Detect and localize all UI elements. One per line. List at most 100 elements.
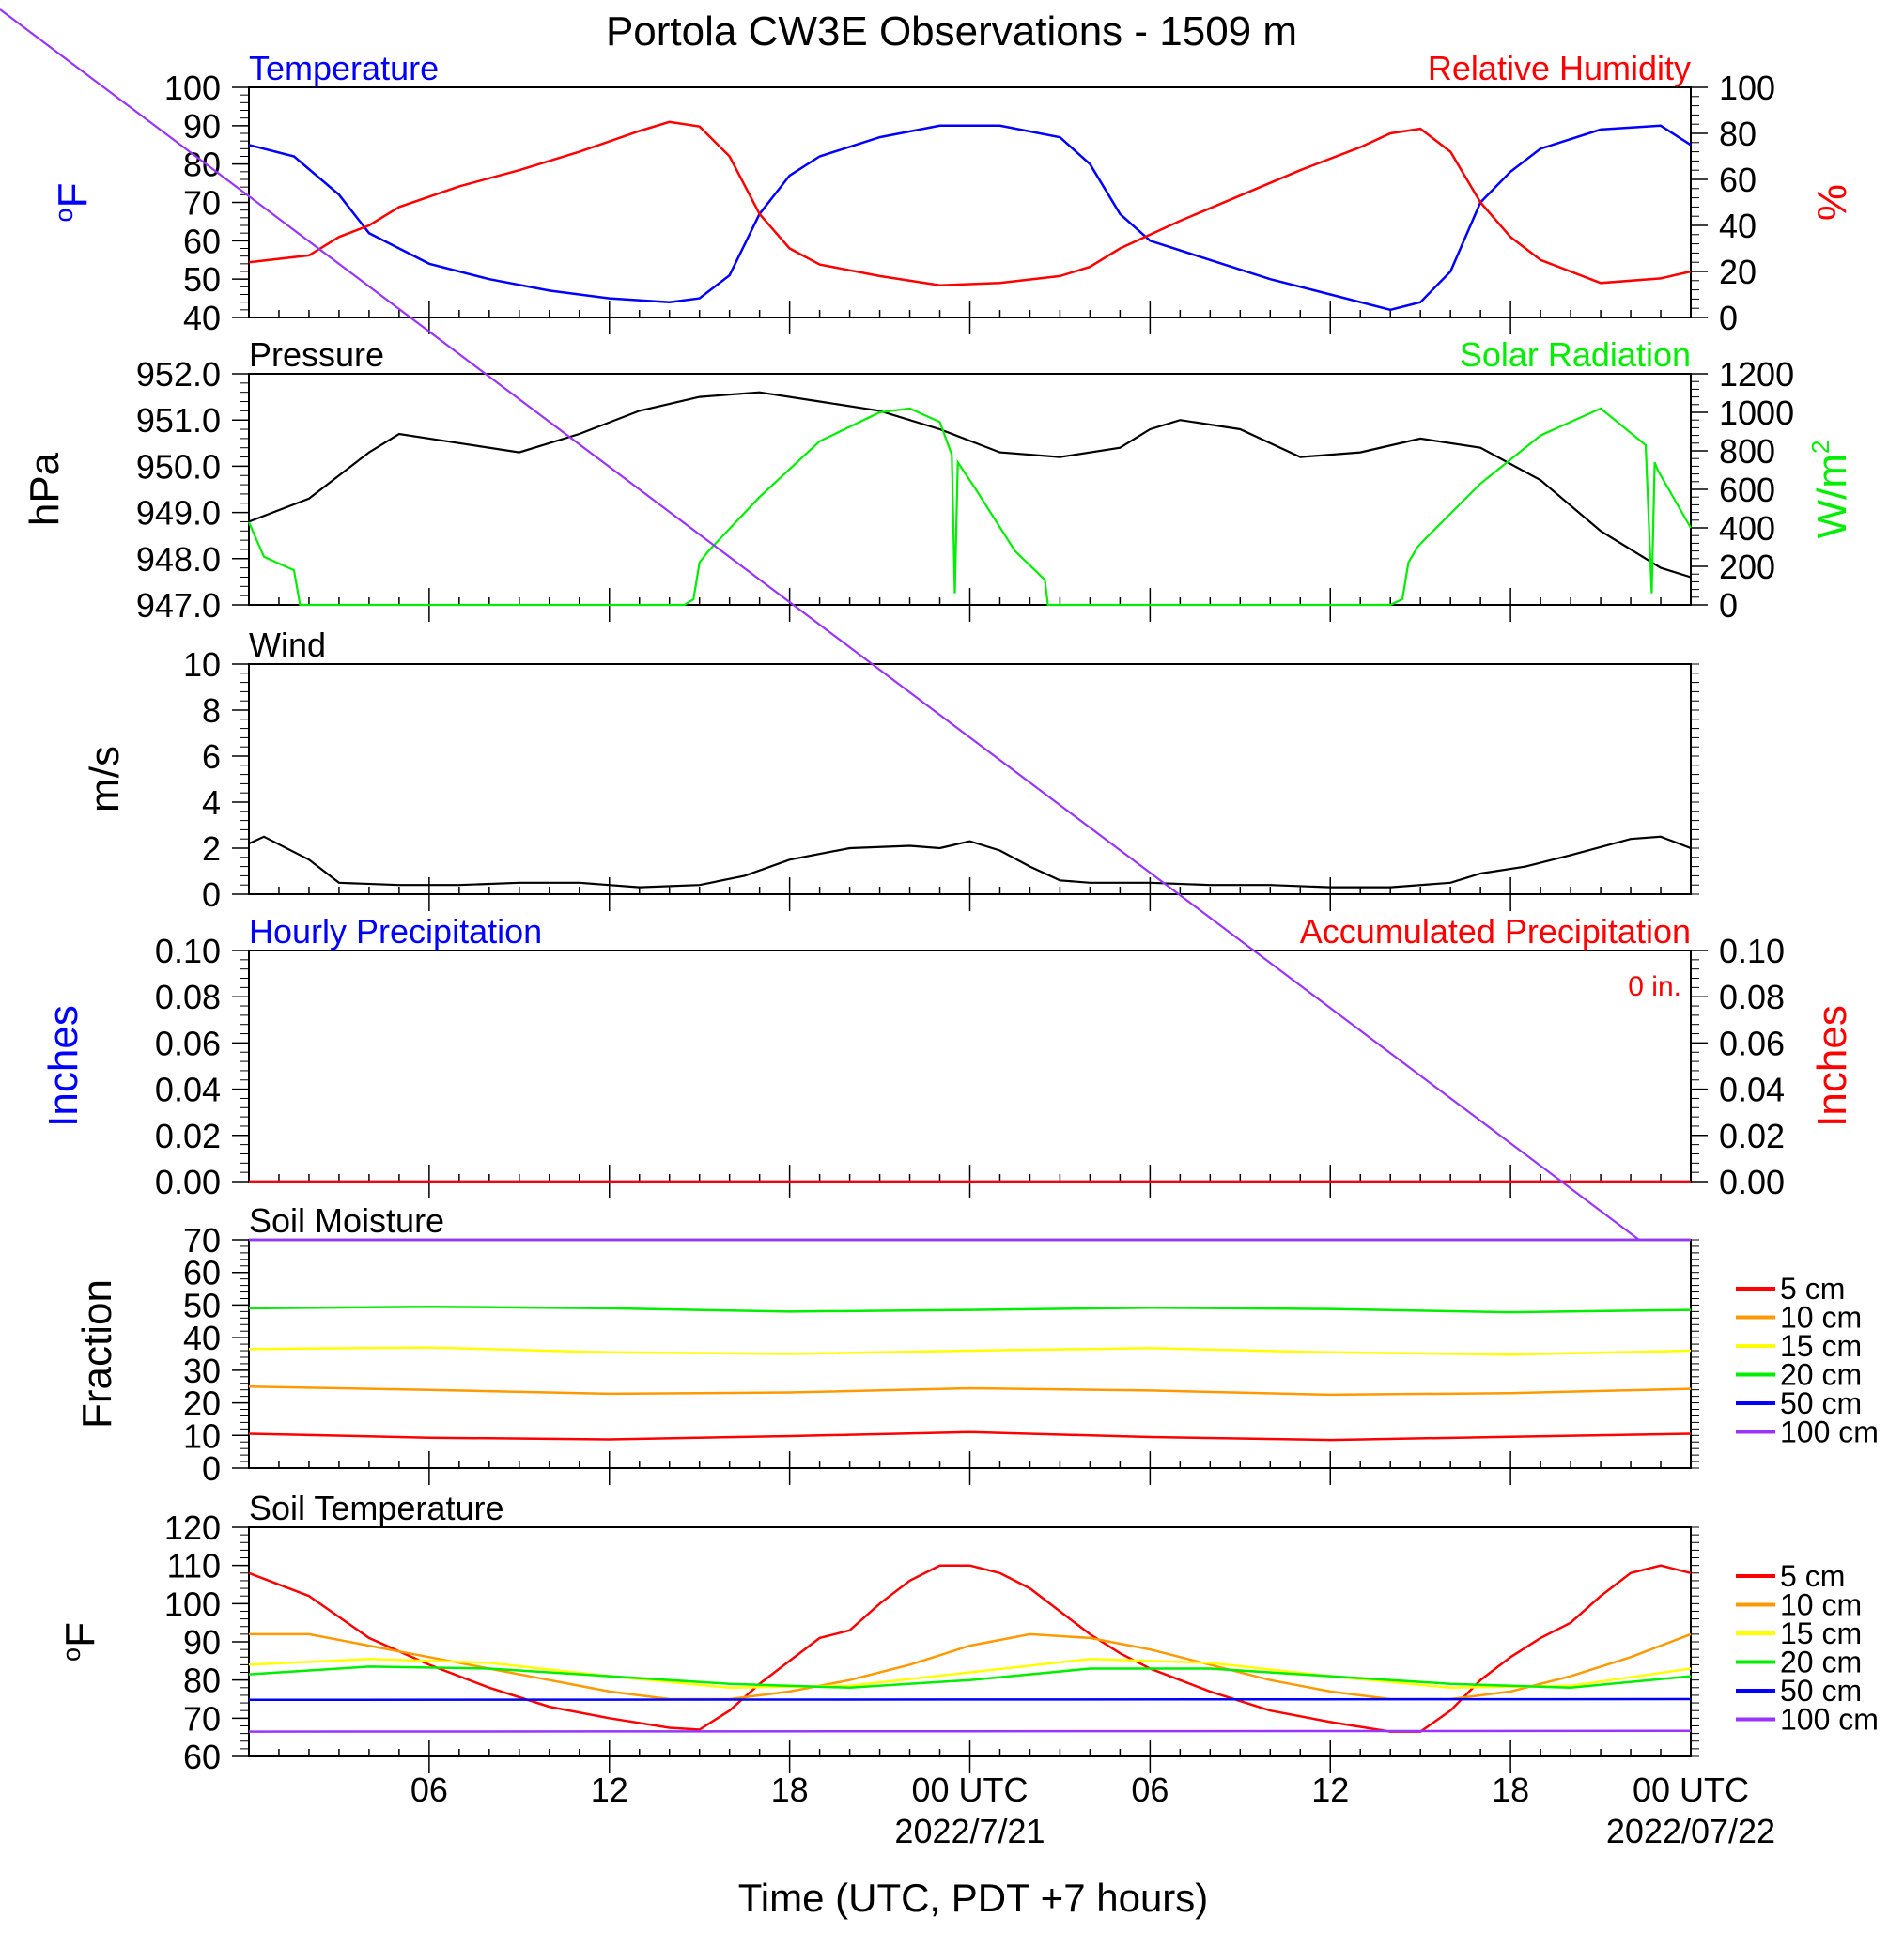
y-tick-label-left: 948.0 (136, 540, 221, 579)
y-tick-label-left: 947.0 (136, 586, 221, 625)
y-tick-label-right: 0.08 (1719, 978, 1785, 1016)
legend-label: 20 cm (1780, 1646, 1862, 1679)
y-tick-label-right: 0.10 (1719, 932, 1785, 970)
time-tick-label: 12 (1311, 1771, 1349, 1809)
y-axis-label-right: W/m2 (1806, 441, 1855, 539)
y-tick-label-left: 0.08 (155, 978, 221, 1016)
series-line-15-cm (248, 1658, 1692, 1690)
y-tick-label-right: 40 (1719, 207, 1757, 245)
y-tick-label-left: 8 (202, 691, 221, 730)
series-line-50-cm (248, 1697, 1692, 1702)
time-tick-label: 18 (1492, 1771, 1529, 1809)
y-axis-label-left-text: m/s (82, 746, 128, 812)
panel-wind: 10 8 6 4 2 0 Wind (183, 626, 1699, 914)
y-tick-label-left: 70 (183, 1699, 221, 1738)
y-axis-label-left-text: Inches (40, 1005, 86, 1127)
time-tick-label: 06 (1131, 1771, 1169, 1809)
y-axis-label-left-text: oF (57, 1622, 103, 1662)
y-tick-label-left: 70 (183, 184, 221, 223)
y-tick-label-right: 0 (1719, 299, 1738, 337)
y-tick-label-left: 10 (183, 645, 221, 684)
panel-frame (248, 1526, 1692, 1757)
y-tick-label-right: 60 (1719, 161, 1757, 199)
panel-frame (248, 663, 1692, 895)
panel-title-left: Soil Temperature (249, 1489, 503, 1527)
y-tick-label-left: 90 (183, 1623, 221, 1662)
series-line-solar-radiation (247, 407, 1692, 607)
y-tick-label-left: 0.06 (155, 1024, 221, 1062)
y-axis-label-left: oF (57, 1622, 103, 1662)
chart-title: Portola CW3E Observations - 1509 m (606, 8, 1297, 54)
y-tick-label-left: 0.04 (155, 1071, 221, 1109)
legend-label: 5 cm (1780, 1272, 1845, 1306)
panel-precipitation: 0.10 0.08 0.06 0.04 0.02 0.00 0.10 0.08 0.06 0.04… (155, 912, 1785, 1201)
series-line-5-cm (248, 1564, 1692, 1733)
y-tick-label-left: 2 (202, 829, 221, 868)
y-tick-label-left: 60 (183, 1254, 221, 1292)
series-line-relative-humidity (248, 120, 1692, 286)
accumulated-precip-value: 0 in. (1628, 971, 1681, 1002)
series-line-pressure (248, 391, 1692, 579)
y-tick-label-left: 60 (183, 222, 221, 260)
y-tick-label-left: 4 (202, 783, 221, 822)
legend-label: 50 cm (1780, 1674, 1862, 1708)
legend-label: 15 cm (1780, 1329, 1862, 1363)
y-axis-label-right: % (1809, 184, 1855, 221)
y-tick-label-left: 50 (183, 1286, 221, 1324)
legend-label: 10 cm (1780, 1301, 1862, 1335)
series-line-10-cm (249, 1632, 1692, 1701)
y-tick-label-left: 80 (183, 1662, 221, 1700)
y-axis-label-left: hPa (22, 452, 68, 526)
panel-title-left: Wind (249, 626, 326, 664)
legend-label: 50 cm (1780, 1386, 1862, 1420)
y-tick-label-left: 951.0 (136, 401, 221, 440)
y-tick-label-left: 0.10 (155, 932, 221, 970)
y-axis-label-left: Inches (40, 1005, 86, 1127)
y-tick-label-left: 40 (183, 1319, 221, 1357)
y-axis-label-left: m/s (82, 746, 128, 812)
time-tick-label: 12 (591, 1771, 628, 1809)
time-tick-label: 00 UTC (1633, 1771, 1749, 1809)
series-line-20-cm (248, 1305, 1692, 1314)
y-tick-label-left: 100 (164, 69, 221, 107)
y-tick-label-left: 0.02 (155, 1117, 221, 1155)
y-tick-label-left: 0 (202, 1449, 221, 1488)
series-line-15-cm (248, 1346, 1692, 1356)
y-tick-label-left: 50 (183, 260, 221, 299)
y-tick-label-right: 400 (1719, 509, 1775, 548)
y-tick-label-right: 0.00 (1719, 1163, 1785, 1201)
y-axis-label-right-text: Inches (1809, 1005, 1855, 1127)
y-tick-label-left: 90 (183, 107, 221, 146)
y-tick-label-left: 6 (202, 737, 221, 776)
series-line-100-cm (248, 1729, 1692, 1733)
y-axis-label-right: Inches (1809, 1005, 1855, 1127)
y-axis-label-left-text: hPa (22, 452, 68, 526)
time-tick-label: 00 UTC (911, 1771, 1028, 1809)
y-tick-label-right: 600 (1719, 471, 1775, 509)
y-axis-label-left-text: oF (50, 183, 96, 223)
y-tick-label-left: 70 (183, 1221, 221, 1260)
legend-label: 5 cm (1780, 1559, 1845, 1593)
panel-title-left: Pressure (249, 335, 384, 374)
time-tick-label: 18 (771, 1771, 809, 1809)
y-axis-label-right-text: W/m2 (1806, 441, 1855, 539)
y-tick-label-left: 100 (164, 1585, 221, 1623)
y-axis-label-left-text: Fraction (74, 1279, 120, 1429)
date-label: 2022/7/21 (894, 1812, 1045, 1850)
panel-title-right: Relative Humidity (1428, 49, 1691, 87)
date-label: 2022/07/22 (1606, 1812, 1775, 1850)
y-tick-label-right: 20 (1719, 253, 1757, 291)
time-tick-label: 06 (410, 1771, 448, 1809)
panel-title-right: Accumulated Precipitation (1300, 912, 1691, 951)
y-axis-label-left: oF (50, 183, 96, 223)
series-line-5-cm (248, 1430, 1692, 1442)
panel-title-left: Temperature (249, 49, 439, 87)
y-tick-label-left: 20 (183, 1384, 221, 1423)
y-tick-label-left: 60 (183, 1738, 221, 1776)
y-tick-label-left: 0.00 (155, 1163, 221, 1201)
y-tick-label-right: 100 (1719, 69, 1775, 107)
